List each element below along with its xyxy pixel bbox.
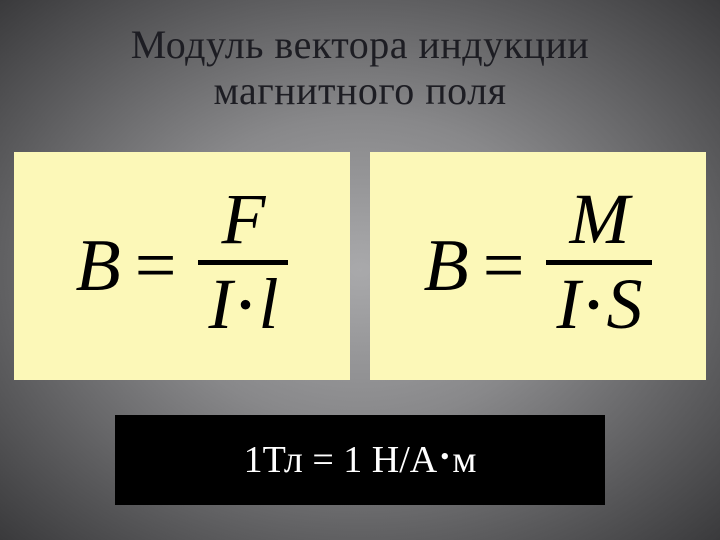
formula2-numerator: M — [559, 182, 639, 258]
equals-sign: = — [135, 229, 177, 303]
formula1-denom-left: I — [208, 264, 232, 344]
formula-2: B = M I•S — [424, 186, 653, 346]
multiply-dot-icon: • — [238, 284, 252, 326]
equals-sign: = — [483, 229, 525, 303]
formula-box-2: B = M I•S — [370, 152, 706, 380]
multiply-dot-icon: • — [586, 284, 600, 326]
formula2-fraction: M I•S — [546, 182, 652, 342]
unit-text-left: 1Тл = 1 Н/А — [244, 438, 438, 482]
formula2-denom-right: S — [606, 264, 642, 344]
formula-1: B = F I•l — [76, 186, 289, 346]
formula1-lhs: B — [76, 229, 121, 303]
formula2-denom-left: I — [556, 264, 580, 344]
unit-text-right: м — [452, 438, 476, 482]
formula1-denominator: I•l — [198, 267, 288, 343]
formula1-denom-right: l — [258, 264, 278, 344]
formula1-numerator: F — [211, 182, 275, 258]
multiply-dot-icon: • — [440, 442, 449, 472]
formulas-row: B = F I•l B = M I•S — [14, 152, 706, 380]
formula1-fraction: F I•l — [198, 182, 288, 342]
formula2-denominator: I•S — [546, 267, 652, 343]
formula2-lhs: B — [424, 229, 469, 303]
unit-definition-box: 1Тл = 1 Н/А•м — [115, 415, 605, 505]
title-line-1: Модуль вектора индукции — [131, 22, 590, 67]
formula-box-1: B = F I•l — [14, 152, 350, 380]
title-line-2: магнитного поля — [213, 68, 506, 113]
slide-title: Модуль вектора индукции магнитного поля — [0, 22, 720, 114]
